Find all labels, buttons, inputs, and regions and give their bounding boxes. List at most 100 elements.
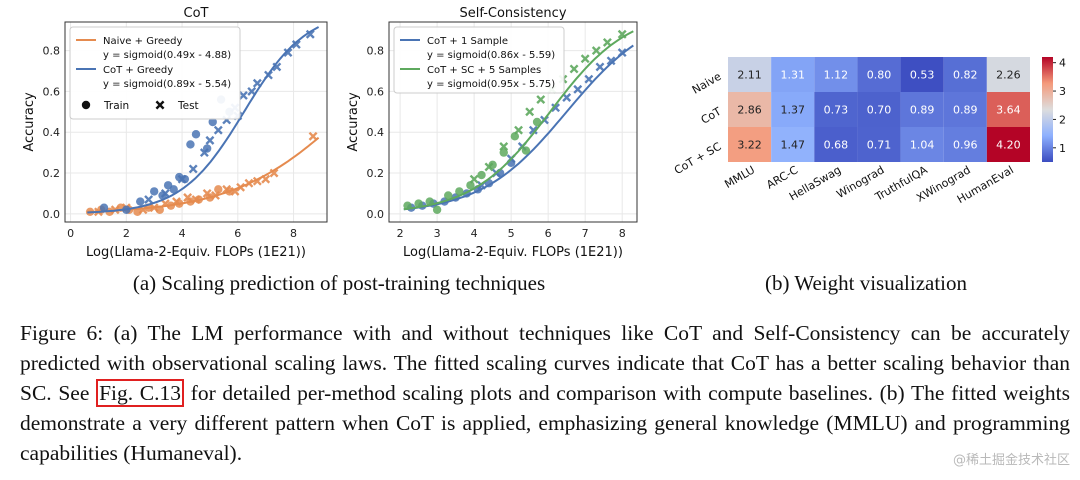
heatmap-value: 1.37 [780,104,805,117]
heatmap-cell [814,92,858,127]
y-tick-label: 0.0 [43,208,61,221]
colorbar-tick-label: 4 [1059,57,1066,70]
test-point [252,176,262,186]
test-point [191,195,201,204]
test-point [573,84,583,94]
test-point [172,197,181,207]
heatmap-value: 0.82 [953,69,978,82]
y-tick-label: 0.8 [43,45,61,58]
heatmap-value: 0.71 [867,139,892,152]
legend-test-marker [155,100,165,110]
train-point [521,146,531,155]
legend-test-label: Test [177,100,199,112]
y-tick-label: 0.4 [367,126,385,139]
y-tick-label: 0.6 [367,85,385,98]
heatmap-cell [900,127,944,162]
figure-reference-link[interactable]: Fig. C.13 [96,379,185,407]
y-axis-label: Accuracy [22,92,37,152]
colorbar-tick-label: 1 [1059,142,1066,155]
heatmap-cell [943,92,987,127]
train-point [214,185,223,194]
x-tick-label: 8 [290,227,297,240]
train-point [466,181,475,190]
heatmap-cell [728,127,772,162]
legend-series-name: CoT + Greedy [103,65,173,76]
test-point [602,37,612,47]
train-point [186,140,195,149]
train-point [425,197,434,206]
test-point [525,107,535,117]
x-tick-label: 6 [234,227,241,240]
heatmap-cell [814,127,858,162]
test-point [188,164,198,174]
train-point [99,203,109,212]
test-point [149,203,159,213]
heatmap-cell [771,57,815,92]
watermark-text: @稀土掘金技术社区 [952,453,1070,468]
y-tick-label: 0.0 [367,208,385,221]
heatmap-cell [728,57,772,92]
heatmap-cell [728,92,772,127]
test-point [177,174,187,184]
heatmap-value: 1.04 [910,139,935,152]
heatmap-value: 3.22 [737,139,762,152]
test-point [595,62,605,72]
test-point [528,125,538,135]
x-tick-label: 0 [67,227,74,240]
heatmap-cell [857,127,901,162]
heatmap-cell [857,57,901,92]
x-axis-label: Log(Llama-2-Equiv. FLOPs (1E21)) [403,245,623,260]
y-tick-label: 0.4 [43,126,61,139]
subcaption-a: (a) Scaling prediction of post-training … [133,271,545,295]
heatmap-value: 1.47 [780,139,805,152]
test-point [551,103,561,113]
test-point [514,125,524,135]
heatmap-value: 3.64 [996,104,1021,117]
heatmap-cell [943,57,987,92]
caption-text-part2: for detailed per-method scaling plots an… [20,381,1071,465]
test-point [236,182,246,192]
colorbar-tick-label: 2 [1059,113,1066,126]
x-tick-label: 3 [434,227,441,240]
legend-fit-label: y = sigmoid(0.49x - 4.88) [103,50,231,61]
train-point [510,132,520,141]
train-point [149,187,159,196]
test-point [261,174,271,184]
fit-curve [403,30,634,211]
train-point [403,201,412,210]
plot-frame [388,21,638,223]
x-tick-label: 2 [397,227,404,240]
figure-caption: Figure 6: (a) The LM performance with an… [20,318,1070,468]
x-tick-label: 4 [179,227,186,240]
test-point [499,142,509,151]
test-point [160,199,170,209]
heatmap-cell [900,57,944,92]
legend-train-label: Train [103,100,129,112]
figure-panels: 0 2 4 6 8 0.0 0.2 0.4 0.6 0.8 CoT Log(Llama-2-Equiv… [22,6,1066,295]
legend-series-name: CoT + 1 Sample [427,36,508,47]
test-point [264,70,273,80]
heatmap-value: 0.96 [953,139,978,152]
test-point [244,178,254,188]
x-tick-label: 8 [619,227,626,240]
test-point [183,193,193,202]
y-tick-label: 0.2 [367,167,385,180]
test-point [252,78,262,88]
y-tick-label: 0.8 [367,45,385,58]
heatmap-cell [986,57,1030,92]
heatmap-value: 0.53 [910,69,935,82]
test-point [580,54,590,64]
test-point [202,188,212,198]
train-point [477,170,486,180]
train-point [208,117,217,127]
x-axis-label: Log(Llama-2-Equiv. FLOPs (1E21)) [86,245,306,260]
test-point [584,74,594,84]
legend-fit-label: y = sigmoid(0.95x - 5.75) [427,79,555,90]
test-point [291,40,301,49]
train-point [432,205,442,214]
legend-fit-label: y = sigmoid(0.89x - 5.54) [103,79,231,90]
plot-frame [64,21,328,223]
cot-scaling-chart: 0 2 4 6 8 0.0 0.2 0.4 0.6 0.8 CoT Log(Llama-2-Equiv… [22,6,328,260]
y-axis-label: Accuracy [346,92,361,152]
heatmap-value: 2.11 [737,69,762,82]
